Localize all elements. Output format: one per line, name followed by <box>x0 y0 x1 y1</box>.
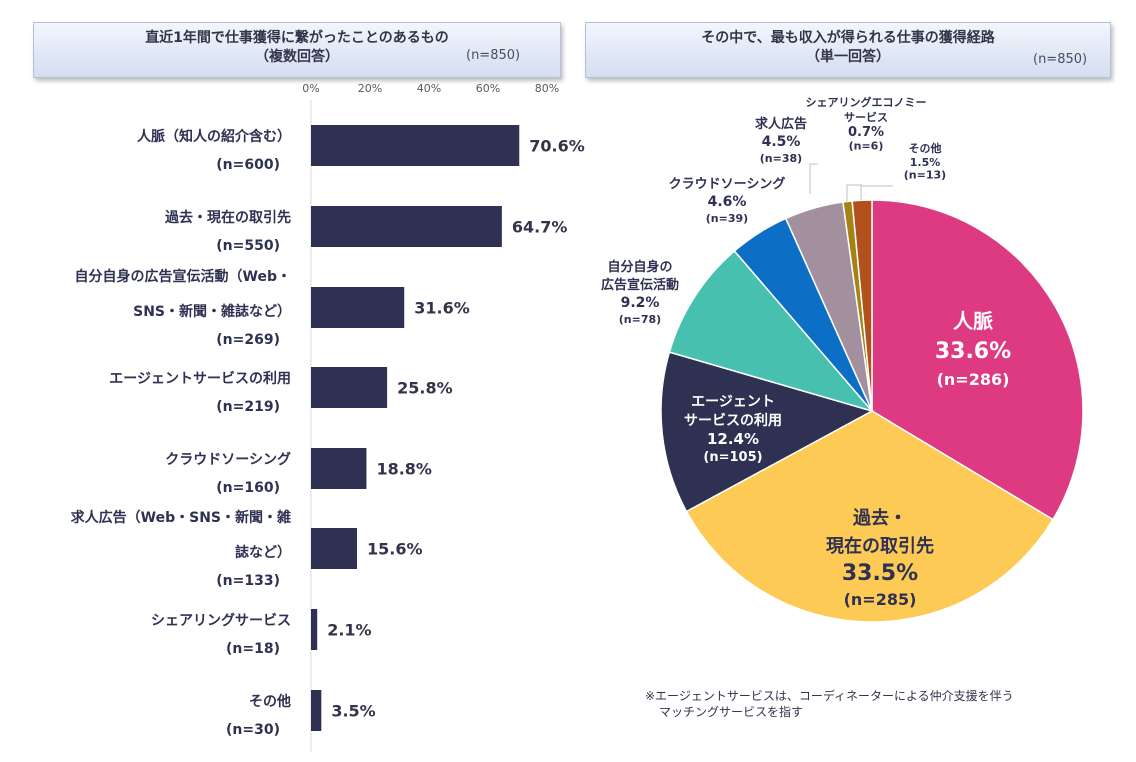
pie-slice-label: 現在の取引先 <box>826 535 934 557</box>
footnote: ※エージェントサービスは、コーディネーターによる仲介支援を伴う マッチングサービ… <box>645 689 1014 719</box>
bar-value-label: 70.6% <box>529 137 585 156</box>
bar-category-label: 過去・現在の取引先 <box>164 209 291 226</box>
pie-slice-n: (n=39) <box>706 212 748 225</box>
bar-category-n: (n=550) <box>216 238 280 254</box>
pie-slice-n: (n=38) <box>760 152 802 165</box>
left-chart-title: 直近1年間で仕事獲得に繋がったことのあるもの （複数回答） <box>145 30 449 65</box>
bar <box>311 287 405 328</box>
right-chart-title-box: その中で、最も収入が得られる仕事の獲得経路 （単一回答） (n=850) <box>585 22 1111 78</box>
bar-category-n: (n=269) <box>216 332 280 348</box>
pie-slice <box>668 249 875 413</box>
pie-slice-label: サービス <box>844 110 888 124</box>
bar-category-n: (n=219) <box>216 399 280 415</box>
pie-slice-n: (n=13) <box>904 169 946 182</box>
pie-slice-label: 広告宣伝活動 <box>601 277 679 293</box>
pie-slice-percent: 4.5% <box>762 134 801 150</box>
pie-slice-label: 自分自身の <box>607 259 672 275</box>
pie-slice-label: シェアリングエコノミー <box>806 95 927 109</box>
bar-value-label: 31.6% <box>414 299 470 318</box>
pie-slice-percent: 33.6% <box>935 339 1011 364</box>
bar-category-label: その他 <box>249 693 291 710</box>
left-chart-sample-size: (n=850) <box>466 48 521 63</box>
pie-slice-label: 求人広告 <box>755 116 807 132</box>
bar-category-n: (n=600) <box>216 157 280 173</box>
bar-category-label: エージェントサービスの利用 <box>109 370 291 387</box>
bar-category-label: 求人広告（Web・SNS・新聞・雑 <box>71 509 291 526</box>
pie-slice-label: クラウドソーシング <box>669 176 786 192</box>
pie-slice-n: (n=78) <box>619 313 661 326</box>
pie-slice-label: 過去・ <box>853 507 907 529</box>
bar-value-label: 2.1% <box>327 621 371 640</box>
pie-slice <box>660 351 874 513</box>
pie-slice-label: その他 <box>909 141 942 155</box>
x-tick-label: 80% <box>535 82 559 95</box>
bar-category-n: (n=30) <box>226 722 280 738</box>
bar-value-label: 15.6% <box>367 540 423 559</box>
bar-category-n: (n=133) <box>216 573 280 589</box>
pie-slice-n: (n=6) <box>849 140 884 153</box>
bar-category-n: (n=160) <box>216 480 280 496</box>
bar-category-label: 人脈（知人の紹介含む） <box>137 128 291 145</box>
right-chart-sample-size: (n=850) <box>1033 52 1088 67</box>
bar-value-label: 25.8% <box>397 379 453 398</box>
bar-category-label: SNS・新聞・雑誌など） <box>133 303 291 320</box>
left-chart-title-box: 直近1年間で仕事獲得に繋がったことのあるもの （複数回答） (n=850) <box>33 22 561 78</box>
pie-slice <box>871 199 1084 521</box>
bar-chart: 0% 20% 40% 60% 80% 70.6% 人脈（知人の紹介含む） (n=600) 64.… <box>71 82 585 752</box>
x-tick-label: 40% <box>417 82 441 95</box>
bar <box>311 206 502 247</box>
bar-value-label: 64.7% <box>512 218 568 237</box>
pie-slice-percent: 12.4% <box>707 430 759 448</box>
bar-category-label: クラウドソーシング <box>165 451 291 468</box>
bar <box>311 690 322 731</box>
bar-value-label: 3.5% <box>331 702 375 721</box>
pie-slice-label: エージェント <box>691 394 775 410</box>
pie-slice-label: 人脈 <box>953 309 993 333</box>
pie-slice-percent: 1.5% <box>910 156 941 169</box>
x-tick-label: 60% <box>476 82 500 95</box>
pie-leader-line <box>809 163 818 194</box>
pie-leader-line <box>846 184 862 203</box>
bar <box>311 367 388 408</box>
pie-slice-n: (n=105) <box>703 450 762 465</box>
pie-slice-label: サービスの利用 <box>684 412 782 429</box>
bar-category-label: シェアリングサービス <box>151 612 291 629</box>
bar-category-label: 誌など） <box>235 544 291 561</box>
pie-slice <box>685 410 1054 623</box>
bar <box>311 528 358 569</box>
bar <box>311 448 367 489</box>
x-tick-label: 0% <box>302 82 319 95</box>
right-chart-title: その中で、最も収入が得られる仕事の獲得経路 （単一回答） <box>701 30 995 65</box>
pie-slice-percent: 33.5% <box>842 561 918 586</box>
pie-slice-n: (n=285) <box>844 590 917 609</box>
x-tick-label: 20% <box>358 82 382 95</box>
pie-slice <box>851 199 873 412</box>
bar <box>311 125 520 166</box>
pie-slice-percent: 0.7% <box>848 125 884 140</box>
pie-slice-percent: 9.2% <box>621 295 660 311</box>
bar-value-label: 18.8% <box>376 460 432 479</box>
bar-category-label: 自分自身の広告宣伝活動（Web・ <box>75 268 291 285</box>
pie-leader-line <box>860 185 893 200</box>
bar <box>311 609 318 650</box>
pie-slice-n: (n=286) <box>937 370 1010 389</box>
pie-slice-percent: 4.6% <box>708 194 747 210</box>
bar-category-n: (n=18) <box>226 641 280 657</box>
